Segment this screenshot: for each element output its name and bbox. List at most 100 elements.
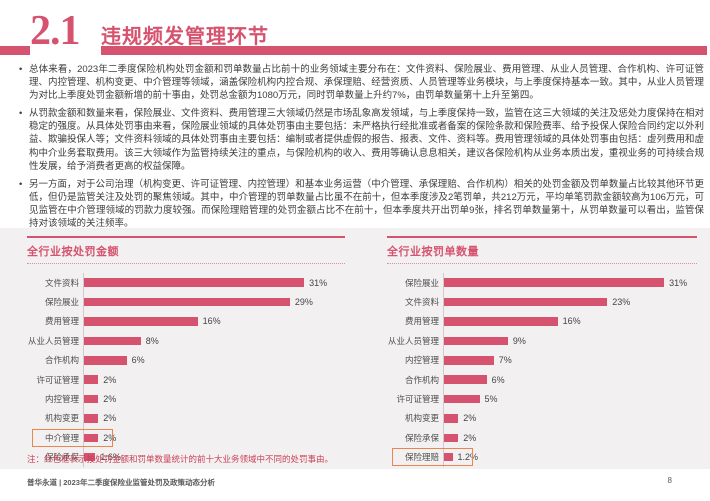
bullet-list: 总体来看，2023年二季度保险机构处罚金额和罚单数量占比前十的业务领域主要分布在… <box>18 63 704 235</box>
chart-bar-track: 9% <box>443 331 697 351</box>
chart-row: 中介管理 2% <box>27 428 345 448</box>
chart-bar-track: 31% <box>443 273 697 293</box>
chart-title: 全行业按罚单数量 <box>387 246 479 258</box>
chart-value-label: 23% <box>612 297 631 308</box>
chart-value-label: 29% <box>294 297 313 308</box>
chart-category-label: 机构变更 <box>404 413 439 424</box>
chart-row: 文件资料 23% <box>387 292 697 312</box>
chart-bar <box>444 452 453 462</box>
chart-value-label: 1.2% <box>457 452 479 463</box>
chart-category-label: 保险展业 <box>404 277 439 288</box>
chart-bar-track: 29% <box>83 292 345 312</box>
chart-bar-track: 1.2% <box>443 447 697 467</box>
chart-row: 机构变更 2% <box>27 408 345 429</box>
highlight-box <box>392 448 473 467</box>
chart-row: 内控管理 2% <box>27 389 345 409</box>
chart-value-label: 2% <box>103 432 117 443</box>
chart-value-label: 1.6% <box>100 452 121 463</box>
chart-title-divider <box>27 263 345 264</box>
chart-category-label: 从业人员管理 <box>387 335 439 346</box>
chart-category-label: 文件资料 <box>44 277 79 288</box>
chart-row: 许可证管理 2% <box>27 369 345 390</box>
chart-bar <box>444 297 608 307</box>
chart-value-label: 8% <box>145 335 159 346</box>
chart-bar-track: 5% <box>443 389 697 409</box>
chart-bar-track: 2% <box>443 428 697 448</box>
chart-bar <box>444 278 665 287</box>
chart-bar-track: 8% <box>83 331 345 351</box>
chart-bar <box>444 433 459 443</box>
chart-category-label: 保险理赔 <box>404 452 439 463</box>
chart-penalty-count: 全行业按罚单数量 保险展业 31% 文件资料 23% 费用管理 16% 从业人员管理 9% 内控… <box>387 236 697 467</box>
chart-bar <box>84 317 198 326</box>
footer-page-number: 8 <box>667 476 672 485</box>
section-number: 2.1 <box>30 8 80 54</box>
chart-bar-track: 1.6% <box>83 447 345 467</box>
chart-bar <box>84 336 141 346</box>
page-title: 违规频发管理环节 <box>101 26 269 48</box>
chart-value-label: 2% <box>463 432 477 443</box>
chart-category-label: 保险承保 <box>404 432 439 443</box>
chart-note: 注：红色框表示按处罚金额和罚单数量统计的前十大业务领域中不同的处罚事由。 <box>27 454 334 464</box>
footer-report-title: 普华永道 | 2023年二季度保险业监管处罚及政策动态分析 <box>27 478 215 487</box>
chart-row: 保险理赔 1.2% <box>387 447 697 467</box>
chart-value-label: 2% <box>103 394 117 405</box>
chart-category-label: 费用管理 <box>44 316 79 327</box>
chart-rows: 保险展业 31% 文件资料 23% 费用管理 16% 从业人员管理 9% 内控管理 7% 合作机构 6… <box>387 273 697 467</box>
chart-bar <box>444 317 558 326</box>
chart-value-label: 7% <box>498 355 512 366</box>
chart-row: 许可证管理 5% <box>387 389 697 409</box>
chart-category-label: 许可证管理 <box>36 374 79 385</box>
chart-bar-track: 2% <box>83 389 345 409</box>
chart-category-label: 许可证管理 <box>396 394 439 405</box>
chart-bar-track: 31% <box>83 273 345 293</box>
chart-row: 保险展业 31% <box>387 273 697 293</box>
chart-category-label: 内控管理 <box>44 394 79 405</box>
chart-value-label: 2% <box>103 374 117 385</box>
chart-rows: 文件资料 31% 保险展业 29% 费用管理 16% 从业人员管理 8% 合作机构 6% 许可证管理… <box>27 273 345 467</box>
chart-bar <box>444 375 487 384</box>
chart-bar <box>84 375 99 384</box>
chart-row: 保险承保 2% <box>387 428 697 448</box>
chart-value-label: 16% <box>562 316 581 327</box>
chart-category-label: 文件资料 <box>404 297 439 308</box>
header-left-rule <box>0 46 30 55</box>
chart-row: 保险展业 29% <box>27 292 345 312</box>
chart-bar <box>84 433 99 443</box>
chart-bar-track: 2% <box>443 408 697 429</box>
chart-row: 机构变更 2% <box>387 408 697 429</box>
chart-bar <box>84 297 290 307</box>
chart-category-label: 从业人员管理 <box>27 335 79 346</box>
chart-bar-track: 23% <box>443 292 697 312</box>
chart-row: 从业人员管理 8% <box>27 331 345 351</box>
chart-bar <box>444 336 508 346</box>
chart-row: 费用管理 16% <box>27 311 345 332</box>
chart-bar <box>84 414 99 423</box>
chart-value-label: 5% <box>484 394 498 405</box>
chart-value-label: 31% <box>669 277 688 288</box>
chart-value-label: 2% <box>103 413 117 424</box>
chart-title-divider <box>387 263 697 264</box>
chart-category-label: 合作机构 <box>44 355 79 366</box>
charts-section: 全行业按处罚金额 文件资料 31% 保险展业 29% 费用管理 16% 从业人员管理 8% 合作… <box>0 228 710 469</box>
chart-bar <box>84 356 127 365</box>
chart-value-label: 16% <box>202 316 221 327</box>
chart-bar-track: 2% <box>83 369 345 390</box>
chart-value-label: 9% <box>512 335 526 346</box>
chart-row: 保险承保 1.6% <box>27 447 345 467</box>
chart-bar-track: 16% <box>83 311 345 332</box>
chart-penalty-amount: 全行业按处罚金额 文件资料 31% 保险展业 29% 费用管理 16% 从业人员管理 8% 合作… <box>27 236 345 467</box>
header-underline-rule <box>101 46 707 55</box>
chart-bar-track: 16% <box>443 311 697 332</box>
chart-category-label: 保险承保 <box>44 452 79 463</box>
chart-row: 费用管理 16% <box>387 311 697 332</box>
chart-bar <box>444 394 480 404</box>
chart-row: 合作机构 6% <box>27 350 345 370</box>
chart-bar-track: 2% <box>83 428 345 448</box>
chart-title: 全行业按处罚金额 <box>27 246 119 258</box>
chart-bar-track: 6% <box>83 350 345 370</box>
chart-bar-track: 6% <box>443 369 697 390</box>
chart-category-label: 机构变更 <box>44 413 79 424</box>
chart-bar <box>444 414 459 423</box>
